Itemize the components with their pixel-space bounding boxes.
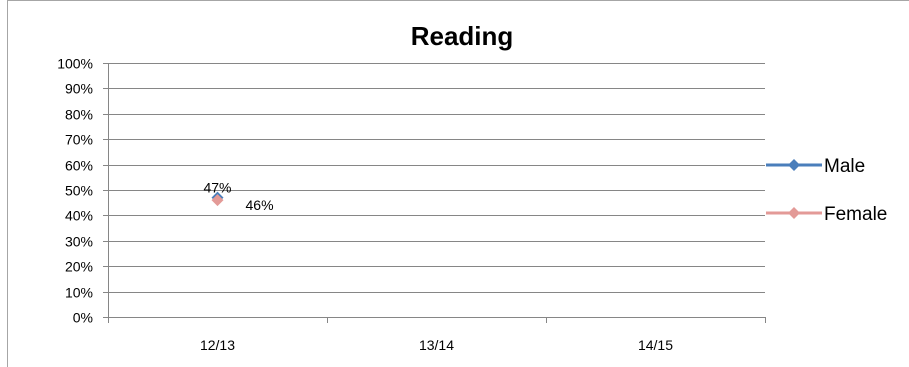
y-tick-label: 100% xyxy=(57,56,93,72)
y-tick-label: 10% xyxy=(65,285,93,301)
data-label-male: 47% xyxy=(203,180,231,196)
legend-label-female: Female xyxy=(824,204,887,225)
x-tick-labels: 12/13 13/14 14/15 xyxy=(200,337,673,353)
y-tick-labels: 0% 10% 20% 30% 40% 50% 60% 70% 80% 90% 100% xyxy=(57,56,93,326)
series-marks xyxy=(211,191,224,207)
x-tick-label: 13/14 xyxy=(419,337,454,353)
legend: Male Female xyxy=(766,156,887,225)
y-tick-label: 20% xyxy=(65,259,93,275)
legend-marker-female xyxy=(788,207,800,219)
chart-title: Reading xyxy=(411,21,514,51)
axes xyxy=(103,63,766,323)
legend-marker-male xyxy=(788,159,800,171)
y-tick-label: 30% xyxy=(65,234,93,250)
y-tick-label: 80% xyxy=(65,107,93,123)
y-tick-label: 70% xyxy=(65,132,93,148)
data-point-female xyxy=(211,194,224,207)
y-tick-label: 60% xyxy=(65,158,93,174)
y-tick-label: 90% xyxy=(65,81,93,97)
gridlines xyxy=(108,63,765,293)
data-label-female: 46% xyxy=(246,197,274,213)
x-tick-label: 14/15 xyxy=(638,337,673,353)
y-tick-label: 40% xyxy=(65,208,93,224)
legend-label-male: Male xyxy=(824,156,865,177)
y-tick-label: 50% xyxy=(65,183,93,199)
y-tick-label: 0% xyxy=(73,310,93,326)
data-labels: 47% 46% xyxy=(203,180,273,214)
x-tick-label: 12/13 xyxy=(200,337,235,353)
